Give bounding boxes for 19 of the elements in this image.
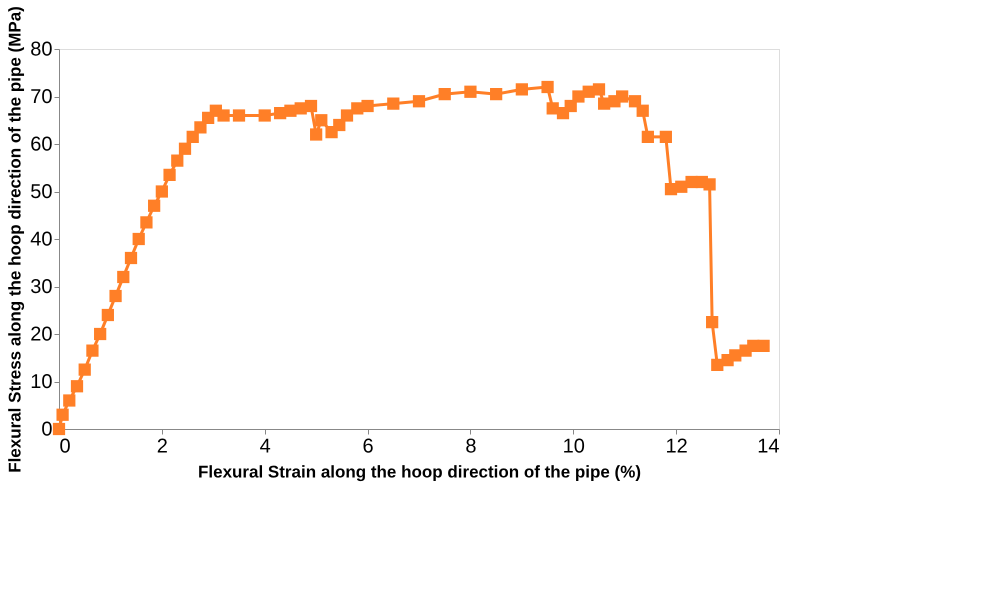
- y-tick-label: 10: [30, 371, 52, 393]
- x-tick-label: 4: [260, 436, 271, 458]
- y-tick-label: 80: [30, 38, 52, 60]
- y-tick-label: 50: [30, 181, 52, 203]
- x-tick-label: 0: [60, 436, 71, 458]
- x-tick-label: 10: [562, 436, 585, 458]
- y-tick-label: 60: [30, 134, 52, 156]
- x-tick-label: 14: [757, 436, 780, 458]
- x-tick-label: 2: [156, 436, 168, 458]
- y-axis-title: Flexural Stress along the hoop direction of the pipe (MPa): [5, 6, 24, 473]
- y-tick-label: 70: [30, 86, 52, 108]
- y-tick-label: 0: [41, 418, 52, 440]
- y-tick-label: 30: [30, 276, 52, 298]
- x-axis-title: Flexural Strain along the hoop direction of the pipe (%): [198, 462, 641, 482]
- x-tick-label: 12: [666, 436, 688, 458]
- y-tick-label: 40: [30, 228, 52, 250]
- x-tick-label: 8: [465, 436, 476, 458]
- y-tick-label: 20: [30, 324, 52, 346]
- x-tick-label: 6: [362, 436, 374, 458]
